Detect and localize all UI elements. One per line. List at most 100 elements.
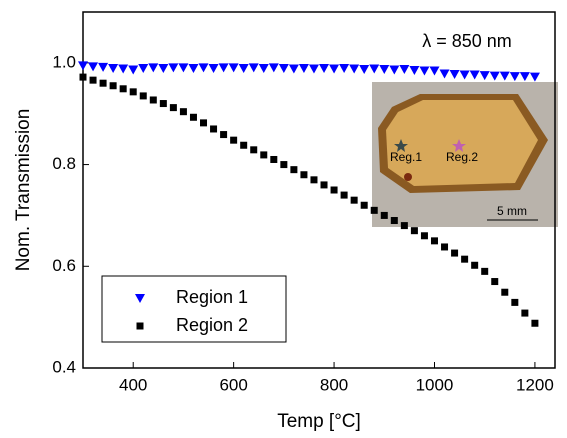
- square-marker: [250, 146, 258, 154]
- square-marker: [240, 141, 248, 149]
- triangle-marker: [268, 63, 279, 73]
- triangle-marker: [339, 63, 350, 73]
- triangle-marker: [509, 72, 520, 82]
- square-marker: [420, 232, 428, 240]
- square-marker: [370, 206, 378, 214]
- annotation: λ = 850 nm: [422, 31, 512, 51]
- triangle-marker: [228, 63, 239, 73]
- y-tick-label: 1.0: [52, 52, 76, 71]
- triangle-marker: [108, 63, 119, 73]
- triangle-marker: [319, 63, 330, 73]
- legend-label: Region 2: [176, 315, 248, 335]
- star-reg1: [394, 139, 408, 152]
- triangle-marker: [148, 63, 159, 73]
- square-marker: [109, 82, 117, 90]
- inset-label: 5 mm: [497, 204, 527, 218]
- triangle-marker: [489, 71, 500, 81]
- square-marker: [300, 171, 308, 179]
- triangle-marker: [98, 62, 109, 72]
- triangle-marker: [88, 62, 99, 72]
- square-marker: [119, 85, 127, 93]
- square-marker: [441, 243, 449, 251]
- triangle-marker: [449, 70, 460, 80]
- y-tick-label: 0.8: [52, 154, 76, 173]
- square-marker: [149, 96, 157, 104]
- square-marker: [481, 267, 489, 275]
- x-tick-label: 1200: [516, 375, 554, 394]
- legend-marker: [136, 322, 144, 330]
- square-marker: [451, 249, 459, 257]
- triangle-marker: [459, 70, 470, 80]
- square-marker: [410, 227, 418, 235]
- inset-label: Reg.2: [446, 150, 478, 164]
- square-marker: [461, 255, 469, 263]
- triangle-marker: [469, 70, 480, 80]
- triangle-marker: [359, 64, 370, 74]
- square-marker: [159, 100, 167, 108]
- square-marker: [189, 113, 197, 121]
- triangle-marker: [188, 63, 199, 73]
- square-marker: [360, 201, 368, 209]
- triangle-marker: [248, 63, 259, 73]
- square-marker: [290, 166, 298, 174]
- square-marker: [99, 79, 107, 87]
- triangle-marker: [288, 64, 299, 74]
- triangle-marker: [419, 66, 430, 76]
- triangle-marker: [198, 63, 209, 73]
- plot-frame: [82, 11, 556, 369]
- inset-label: Reg.1: [390, 150, 422, 164]
- triangle-marker: [499, 71, 510, 81]
- square-marker: [179, 108, 187, 116]
- triangle-marker: [178, 63, 189, 73]
- x-tick-label: 800: [320, 375, 348, 394]
- legend-box: [101, 275, 287, 343]
- square-marker: [511, 298, 519, 306]
- square-marker: [220, 131, 228, 139]
- square-marker: [280, 161, 288, 169]
- legend-marker: [135, 294, 145, 303]
- triangle-marker: [389, 65, 400, 75]
- legend-label: Region 1: [176, 287, 248, 307]
- square-marker: [89, 76, 97, 84]
- square-marker: [320, 181, 328, 189]
- triangle-marker: [519, 72, 530, 82]
- triangle-marker: [399, 64, 410, 74]
- square-marker: [230, 136, 238, 144]
- square-marker: [531, 319, 539, 327]
- x-axis-label: Temp [°C]: [277, 411, 361, 432]
- square-marker: [400, 222, 408, 230]
- triangle-marker: [78, 61, 88, 71]
- square-marker: [471, 261, 479, 269]
- square-marker: [200, 119, 208, 127]
- triangle-marker: [529, 72, 540, 82]
- square-marker: [380, 211, 388, 219]
- triangle-marker: [479, 71, 490, 81]
- triangle-marker: [258, 63, 269, 73]
- triangle-marker: [369, 64, 380, 74]
- square-marker: [270, 155, 278, 163]
- triangle-marker: [298, 63, 309, 73]
- square-marker: [129, 88, 137, 96]
- y-tick-label: 0.6: [52, 256, 76, 275]
- square-marker: [390, 217, 398, 225]
- x-tick-label: 400: [119, 375, 147, 394]
- triangle-marker: [379, 64, 390, 74]
- square-marker: [139, 92, 147, 100]
- square-marker: [330, 186, 338, 194]
- square-marker: [210, 125, 218, 133]
- x-tick-label: 1000: [416, 375, 454, 394]
- star-reg2: [452, 139, 466, 152]
- square-marker: [521, 309, 529, 317]
- triangle-marker: [439, 69, 450, 79]
- square-marker: [491, 278, 499, 286]
- square-marker: [260, 151, 268, 159]
- square-marker: [340, 191, 348, 199]
- y-tick-label: 0.4: [52, 357, 76, 376]
- square-marker: [501, 288, 509, 296]
- defect: [404, 173, 412, 181]
- inset-photo: Reg.1 Reg.2 5 mm: [372, 82, 558, 227]
- triangle-marker: [218, 63, 229, 73]
- triangle-marker: [138, 63, 149, 73]
- triangle-marker: [158, 63, 169, 73]
- triangle-marker: [238, 63, 249, 73]
